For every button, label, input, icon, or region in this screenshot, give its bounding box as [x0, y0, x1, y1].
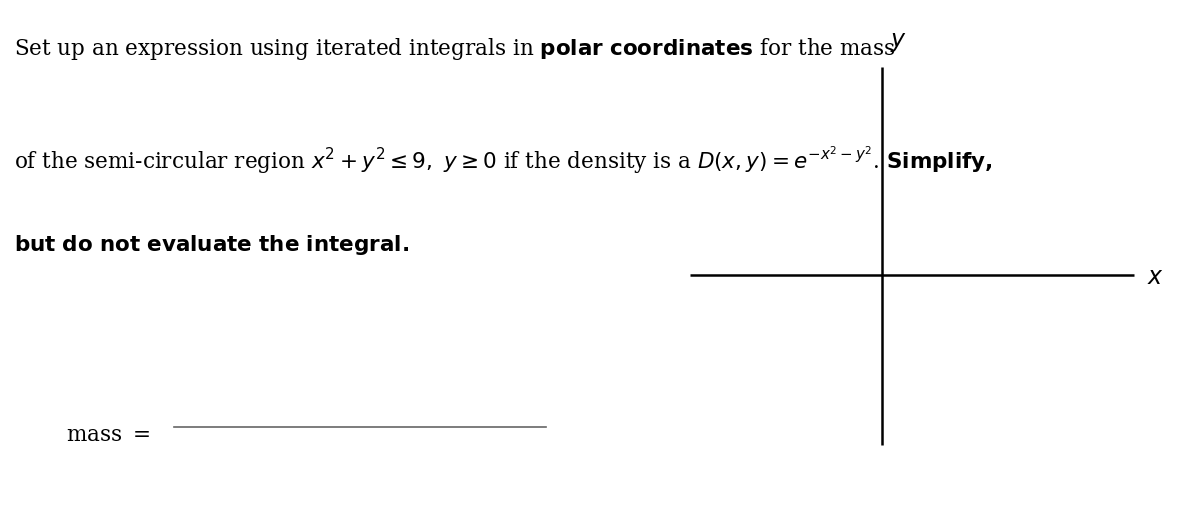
Text: $y$: $y$: [890, 31, 907, 54]
Text: Set up an expression using iterated integrals in $\mathbf{polar\ coordinates}$ f: Set up an expression using iterated inte…: [14, 36, 896, 62]
Text: of the semi-circular region $x^2 + y^2 \leq 9,\ y \geq 0$ if the density is a $D: of the semi-circular region $x^2 + y^2 \…: [14, 145, 994, 177]
Text: $\mathbf{but\ do\ not\ evaluate\ the\ integral.}$: $\mathbf{but\ do\ not\ evaluate\ the\ in…: [14, 233, 409, 257]
Text: mass $=$: mass $=$: [66, 424, 150, 446]
Text: $x$: $x$: [1147, 265, 1164, 289]
